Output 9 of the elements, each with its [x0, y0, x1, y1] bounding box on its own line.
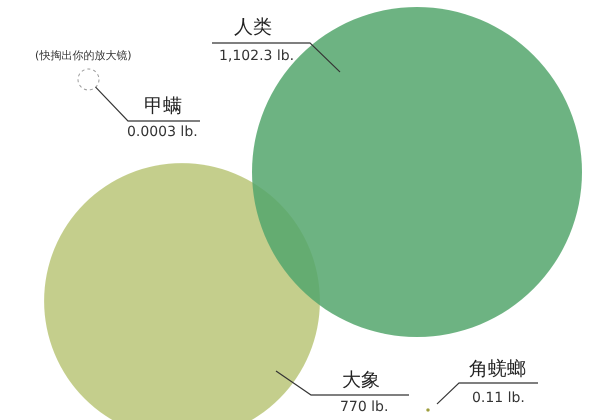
data-label: 0.11 lb. [472, 390, 525, 406]
data-label: 1,102.3 lb. [219, 48, 294, 64]
text: (快掏出你的放大镜) [35, 49, 132, 62]
category-label: 甲螨 [144, 95, 182, 117]
category-label: 大象 [342, 369, 380, 391]
data-label: 770 lb. [340, 399, 388, 415]
category-label: 人类 [234, 16, 272, 38]
category-label: 角蜣螂 [469, 358, 526, 380]
data-label: 0.0003 lb. [127, 124, 198, 140]
